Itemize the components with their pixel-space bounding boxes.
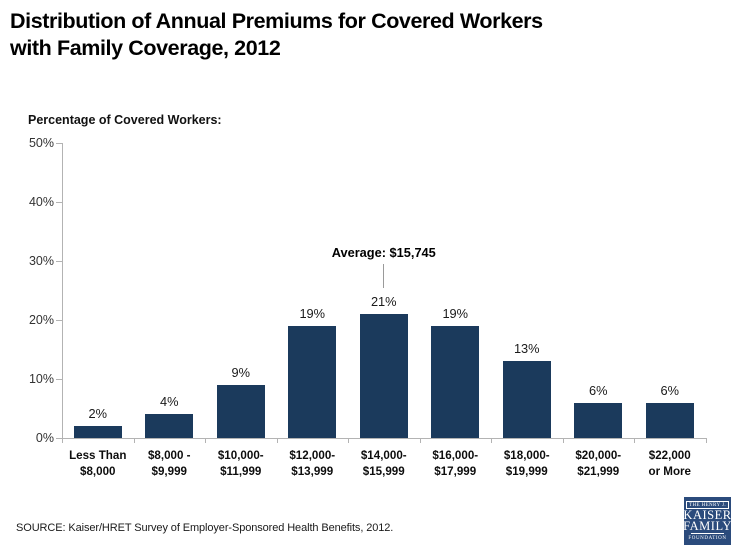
- y-tick-label: 30%: [28, 254, 54, 268]
- x-axis-tick: [348, 439, 349, 443]
- y-axis-tick: [56, 379, 62, 380]
- y-axis-tick: [56, 261, 62, 262]
- x-axis-tick: [491, 439, 492, 443]
- x-category-label: $16,000- $17,999: [417, 448, 493, 479]
- bar: [431, 325, 480, 438]
- bar: [574, 402, 623, 438]
- x-category-label: Less Than $8,000: [60, 448, 136, 479]
- x-category-label-line: $15,999: [362, 464, 405, 478]
- average-annotation-line: [383, 264, 385, 288]
- x-category-label-line: $21,999: [577, 464, 620, 478]
- y-tick-label: 20%: [28, 313, 54, 327]
- y-axis-tick: [56, 202, 62, 203]
- bar-value-label: 2%: [88, 406, 108, 422]
- x-axis-tick: [62, 439, 63, 443]
- logo-foundation-line: FOUNDATION: [688, 535, 727, 541]
- page-title-line: with Family Coverage, 2012: [10, 36, 281, 60]
- x-category-label-line: Less Than: [69, 449, 127, 462]
- bar-value-label: 21%: [370, 294, 397, 310]
- x-category-label-line: $22,000: [648, 449, 691, 462]
- x-category-label: $22,000 or More: [632, 448, 708, 479]
- y-axis-tick: [56, 143, 62, 144]
- x-category-label-line: $13,999: [291, 464, 334, 478]
- y-axis-tick: [56, 320, 62, 321]
- x-axis-tick: [562, 439, 564, 443]
- x-axis-tick: [205, 439, 206, 443]
- logo-family-line: FAMILY: [683, 518, 732, 533]
- bar: [288, 325, 337, 438]
- x-category-label-line: $14,000-: [360, 449, 407, 462]
- x-category-label-line: $19,999: [505, 464, 548, 478]
- x-category-label-line: $18,000-: [503, 449, 550, 462]
- x-category-label: $14,000- $15,999: [346, 448, 422, 479]
- x-category-label: $8,000 - $9,999: [131, 448, 207, 479]
- bar-value-label: 6%: [589, 382, 608, 398]
- y-tick-label: 0%: [35, 431, 54, 445]
- bar-value-label: 4%: [160, 394, 179, 410]
- bar-value-label: 13%: [513, 341, 540, 357]
- x-axis-tick: [276, 439, 278, 443]
- x-category-label-line: $11,999: [220, 464, 262, 478]
- bar: [359, 314, 408, 438]
- y-tick-label: 40%: [28, 195, 54, 209]
- bar-value-label: 19%: [442, 305, 469, 321]
- x-axis-tick: [133, 439, 135, 443]
- x-category-label-line: $8,000 -: [147, 449, 191, 462]
- y-tick-label: 50%: [28, 136, 54, 150]
- y-axis-title: Percentage of Covered Workers:: [28, 113, 222, 127]
- x-category-label-line: $20,000-: [575, 449, 622, 462]
- logo-henry-line: THE HENRY J.: [686, 500, 729, 509]
- x-category-label: $12,000- $13,999: [274, 448, 350, 479]
- x-category-label-line: $12,000-: [289, 449, 336, 462]
- x-category-label-line: $16,000-: [432, 449, 479, 462]
- average-annotation: Average: $15,745: [331, 245, 436, 260]
- x-axis-tick: [419, 439, 421, 443]
- bar-value-label: 6%: [660, 382, 680, 398]
- x-category-label-line: $8,000: [80, 464, 116, 478]
- page-title: Distribution of Annual Premiums for Cove…: [10, 8, 650, 62]
- x-category-label-line: or More: [648, 464, 691, 478]
- x-category-label: $18,000- $19,999: [489, 448, 565, 479]
- y-axis-tick: [56, 438, 62, 439]
- bar-value-label: 19%: [299, 305, 326, 321]
- x-axis-line: [62, 438, 707, 439]
- x-category-label-line: $9,999: [151, 464, 187, 478]
- x-axis-tick: [705, 439, 707, 443]
- bar: [502, 361, 551, 438]
- x-axis-tick: [634, 439, 635, 443]
- y-tick-label: 10%: [28, 372, 54, 386]
- logo-kaiser-line: KAISER: [683, 507, 732, 522]
- bar: [216, 384, 265, 438]
- x-category-label: $20,000- $21,999: [560, 448, 636, 479]
- kaiser-family-foundation-logo: THE HENRY J. KAISER FAMILY FOUNDATION: [683, 497, 732, 545]
- page-title-line: Distribution of Annual Premiums for Cove…: [10, 9, 543, 33]
- x-category-label-line: $17,999: [434, 464, 477, 478]
- x-category-label-line: $10,000-: [217, 449, 264, 462]
- y-axis-line: [62, 143, 63, 439]
- logo-divider: [691, 533, 724, 534]
- bar-value-label: 9%: [231, 364, 251, 380]
- bar: [645, 402, 694, 438]
- bar: [73, 426, 122, 438]
- source-text: SOURCE: Kaiser/HRET Survey of Employer-S…: [16, 522, 394, 534]
- x-category-label: $10,000- $11,999: [203, 448, 279, 479]
- bar: [145, 414, 194, 438]
